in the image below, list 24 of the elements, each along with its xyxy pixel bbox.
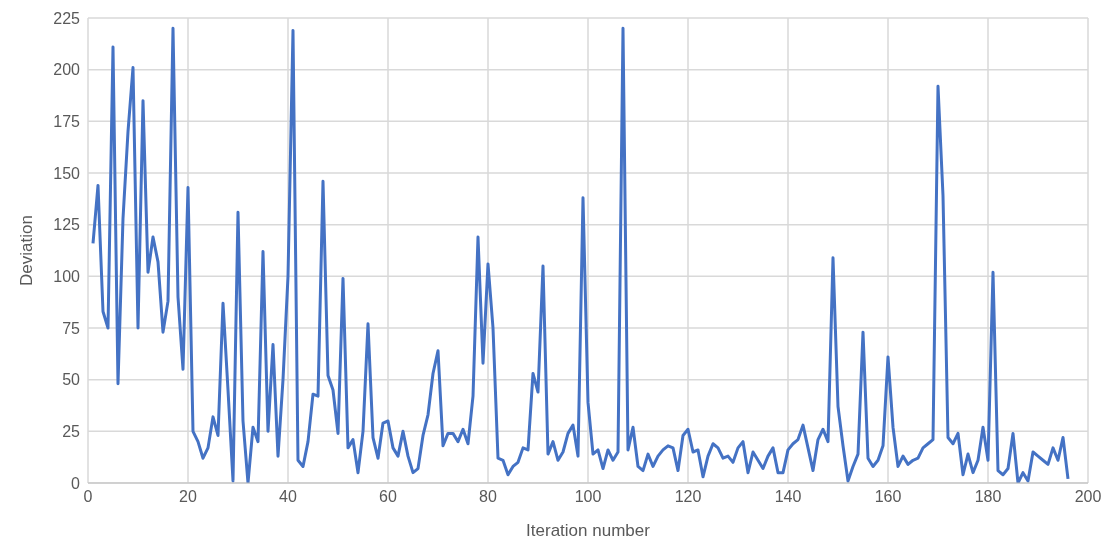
- x-tick-label: 140: [774, 488, 802, 506]
- x-tick-label: 180: [974, 488, 1002, 506]
- y-tick-label: 25: [62, 423, 81, 441]
- y-axis-title: Deviation: [17, 215, 37, 286]
- y-tick-label: 0: [71, 474, 81, 492]
- x-tick-label: 120: [674, 488, 702, 506]
- x-tick-label: 20: [179, 488, 197, 506]
- x-tick-label: 100: [574, 488, 602, 506]
- x-tick-label: 0: [83, 488, 93, 506]
- y-tick-label: 100: [53, 268, 81, 286]
- y-tick-label: 125: [53, 216, 81, 234]
- y-tick-label: 175: [53, 113, 81, 131]
- y-tick-label: 200: [53, 61, 81, 79]
- y-tick-label: 50: [62, 371, 81, 389]
- y-tick-label: 150: [53, 164, 81, 182]
- y-tick-label: 75: [62, 319, 81, 337]
- x-tick-label: 40: [279, 488, 297, 506]
- x-tick-label: 200: [1074, 488, 1102, 506]
- x-tick-label: 160: [874, 488, 902, 506]
- y-tick-label: 225: [53, 9, 81, 27]
- x-tick-label: 60: [379, 488, 397, 506]
- x-axis-title: Iteration number: [526, 521, 651, 540]
- line-series: [91, 26, 1070, 483]
- x-tick-label: 80: [479, 488, 497, 506]
